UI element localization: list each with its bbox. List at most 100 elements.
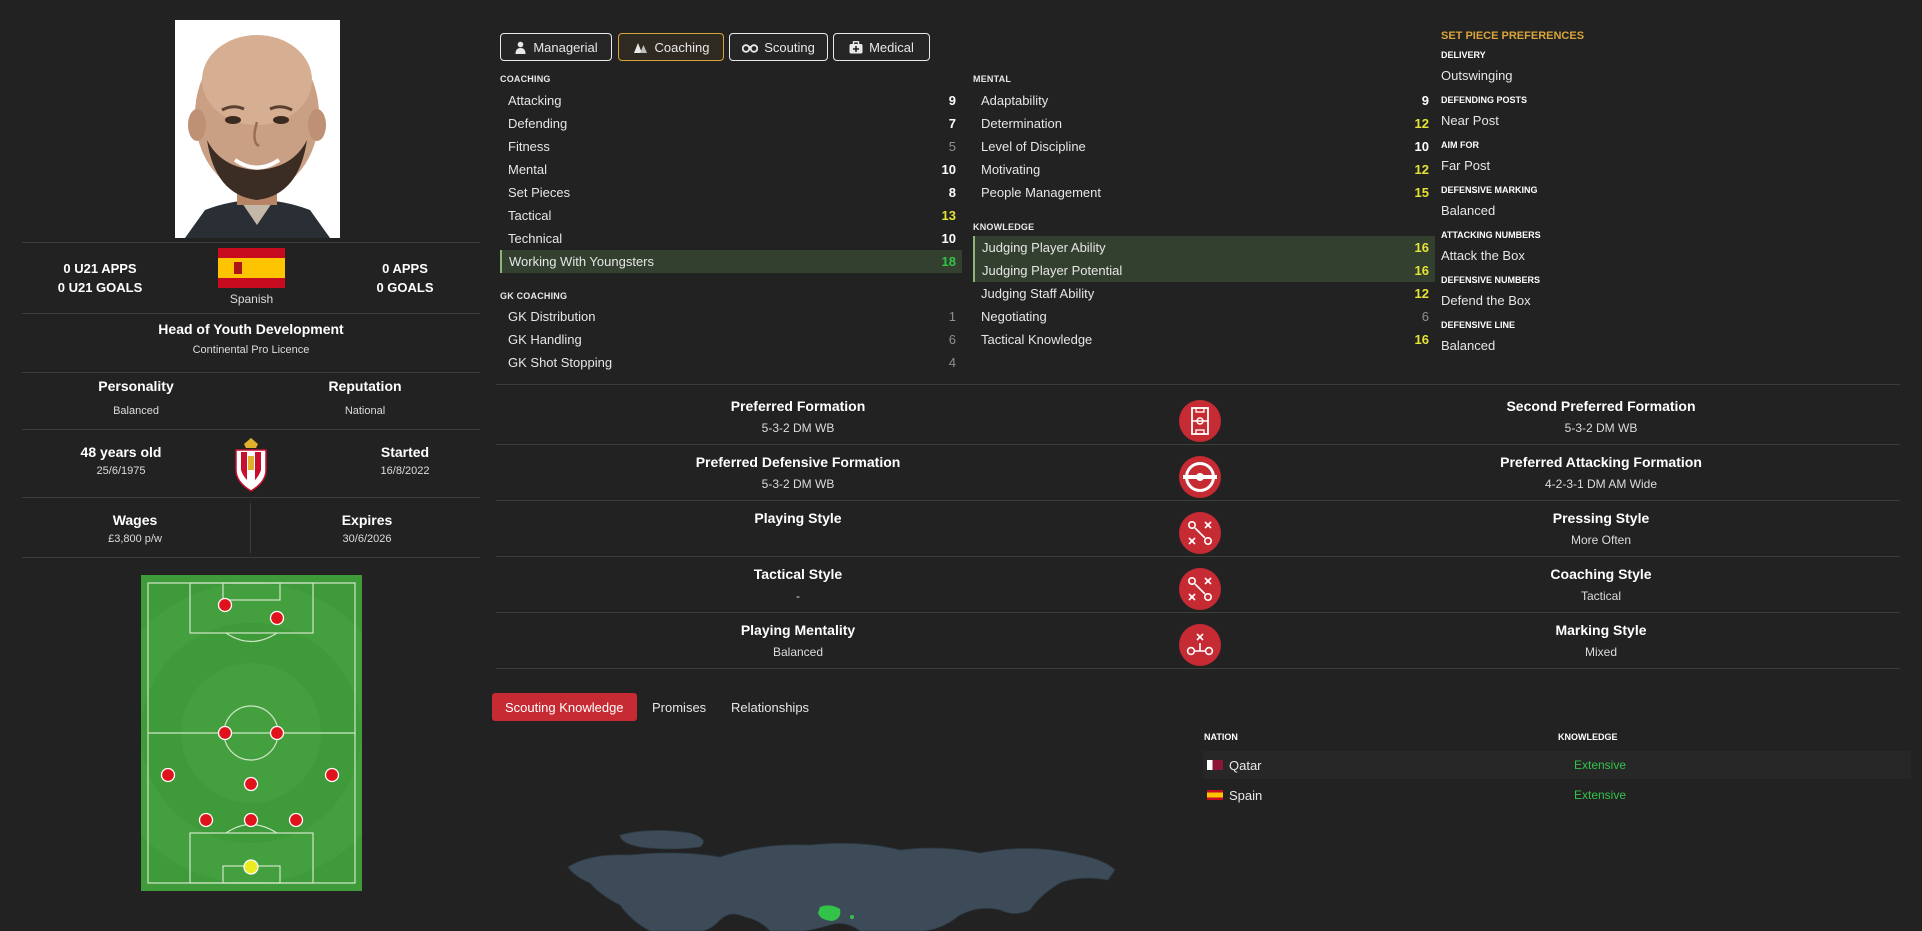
tactics-nodes-icon <box>1179 624 1221 666</box>
attribute-row[interactable]: Fitness 5 <box>500 135 962 158</box>
attribute-value: 10 <box>941 231 956 246</box>
person-icon <box>515 41 526 54</box>
table-row[interactable]: Spain Extensive <box>1203 781 1911 809</box>
tab-label: Scouting <box>764 39 815 55</box>
attribute-value: 7 <box>948 116 956 131</box>
tab-medical[interactable]: Medical <box>833 33 930 61</box>
attribute-value: 16 <box>1414 332 1429 347</box>
formation-left-value[interactable]: - <box>796 589 800 603</box>
attribute-value: 16 <box>1414 263 1429 278</box>
formation-right-value[interactable]: More Often <box>1570 533 1632 547</box>
attribute-row[interactable]: Motivating 12 <box>973 158 1435 181</box>
u21-apps: 0 U21 APPS <box>63 261 137 276</box>
scouting-world-map[interactable] <box>560 825 1120 931</box>
tab-coaching[interactable]: Coaching <box>618 33 724 61</box>
set-piece-label: DEFENDING POSTS <box>1441 95 1528 105</box>
formation-right-value[interactable]: Mixed <box>1584 645 1617 659</box>
tab-managerial[interactable]: Managerial <box>500 33 612 61</box>
formation-left-value[interactable]: 5-3-2 DM WB <box>761 421 835 435</box>
started-label: Started <box>380 444 430 460</box>
knowledge-column-header[interactable]: KNOWLEDGE <box>1558 732 1618 742</box>
set-piece-value[interactable]: Balanced <box>1441 203 1496 218</box>
attribute-label: People Management <box>981 185 1101 200</box>
formation-left-value[interactable]: 5-3-2 DM WB <box>761 477 835 491</box>
attribute-row[interactable]: Mental 10 <box>500 158 962 181</box>
divider <box>250 503 251 553</box>
attribute-value: 10 <box>1414 139 1429 154</box>
attribute-row[interactable]: People Management 15 <box>973 181 1435 204</box>
cones-icon <box>633 42 647 53</box>
spain-flag-icon <box>218 248 285 288</box>
tab-scouting-knowledge[interactable]: Scouting Knowledge <box>492 693 637 721</box>
formation-right-value[interactable]: 4-2-3-1 DM AM Wide <box>1544 477 1658 491</box>
attribute-row[interactable]: Tactical 13 <box>500 204 962 227</box>
date-of-birth: 25/6/1975 <box>96 465 146 477</box>
started-date: 16/8/2022 <box>380 465 430 477</box>
formation-right-title: Second Preferred Formation <box>1506 398 1696 414</box>
attribute-label: Judging Staff Ability <box>981 286 1095 301</box>
attribute-value: 13 <box>941 208 956 223</box>
attribute-row[interactable]: GK Shot Stopping 4 <box>500 351 962 374</box>
attribute-label: Judging Player Ability <box>982 240 1106 255</box>
attribute-row[interactable]: Judging Staff Ability 12 <box>973 282 1435 305</box>
attribute-row[interactable]: Tactical Knowledge 16 <box>973 328 1435 351</box>
attribute-row[interactable]: GK Distribution 1 <box>500 305 962 328</box>
attribute-value: 18 <box>941 254 956 269</box>
formation-right-value[interactable]: 5-3-2 DM WB <box>1564 421 1638 435</box>
attribute-label: Tactical Knowledge <box>981 332 1093 347</box>
tab-label: Coaching <box>654 39 710 55</box>
set-piece-title: SET PIECE PREFERENCES <box>1441 30 1585 42</box>
attribute-label: Level of Discipline <box>981 139 1086 154</box>
attribute-row[interactable]: Defending 7 <box>500 112 962 135</box>
attribute-value: 5 <box>948 139 956 154</box>
attribute-row[interactable]: GK Handling 6 <box>500 328 962 351</box>
set-piece-label: AIM FOR <box>1441 140 1479 150</box>
medical-kit-icon <box>849 40 863 53</box>
tab-label: Managerial <box>533 39 598 55</box>
expires-label: Expires <box>341 512 393 528</box>
attribute-label: Technical <box>508 231 563 246</box>
set-piece-value[interactable]: Outswinging <box>1441 68 1513 83</box>
attribute-value: 10 <box>941 162 956 177</box>
attribute-label: Working With Youngsters <box>509 254 654 269</box>
set-piece-value[interactable]: Attack the Box <box>1441 248 1525 263</box>
attribute-label: GK Handling <box>508 332 582 347</box>
set-piece-label: DEFENSIVE LINE <box>1441 320 1516 330</box>
attribute-label: Fitness <box>508 139 550 154</box>
attribute-row[interactable]: Judging Player Potential 16 <box>973 259 1435 282</box>
set-piece-value[interactable]: Balanced <box>1441 338 1496 353</box>
tab-relationships[interactable]: Relationships <box>731 699 810 715</box>
attribute-label: Defending <box>508 116 568 131</box>
attribute-row[interactable]: Set Pieces 8 <box>500 181 962 204</box>
u21-goals: 0 U21 GOALS <box>57 280 143 295</box>
attribute-row[interactable]: Level of Discipline 10 <box>973 135 1435 158</box>
attribute-row[interactable]: Adaptability 9 <box>973 89 1435 112</box>
personality-label: Personality <box>98 378 174 394</box>
nation-name: Qatar <box>1229 757 1262 773</box>
club-crest-icon[interactable] <box>232 436 270 492</box>
attribute-label: GK Distribution <box>508 309 596 324</box>
formation-left-value[interactable]: Balanced <box>772 645 824 659</box>
table-row[interactable]: Qatar Extensive <box>1203 751 1911 779</box>
tab-promises[interactable]: Promises <box>652 699 707 715</box>
knowledge-level: Extensive <box>1574 758 1627 772</box>
expires-value: 30/6/2026 <box>342 533 392 545</box>
set-piece-value[interactable]: Near Post <box>1441 113 1499 128</box>
attribute-row[interactable]: Attacking 9 <box>500 89 962 112</box>
nation-column-header[interactable]: NATION <box>1204 732 1238 742</box>
set-piece-value[interactable]: Far Post <box>1441 158 1491 173</box>
attribute-row[interactable]: Technical 10 <box>500 227 962 250</box>
attribute-row[interactable]: Determination 12 <box>973 112 1435 135</box>
binoculars-icon <box>742 44 759 53</box>
wages-label: Wages <box>112 512 158 528</box>
divider <box>496 668 1900 669</box>
nation-name: Spain <box>1229 787 1263 803</box>
attribute-label: Adaptability <box>981 93 1049 108</box>
tab-scouting[interactable]: Scouting <box>729 33 828 61</box>
formation-left-title: Preferred Formation <box>730 398 866 414</box>
set-piece-value[interactable]: Defend the Box <box>1441 293 1531 308</box>
formation-right-value[interactable]: Tactical <box>1580 589 1621 603</box>
attribute-row[interactable]: Judging Player Ability 16 <box>973 236 1435 259</box>
attribute-row[interactable]: Working With Youngsters 18 <box>500 250 962 273</box>
attribute-row[interactable]: Negotiating 6 <box>973 305 1435 328</box>
